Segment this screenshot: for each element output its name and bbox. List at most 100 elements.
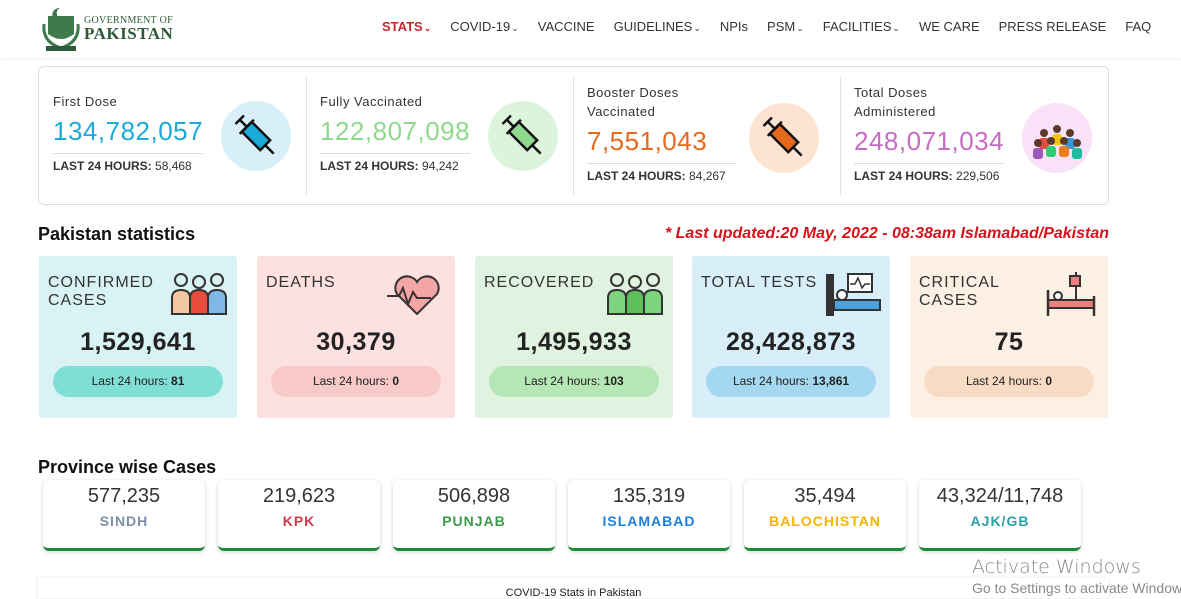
vaccine-label: Total Doses Administered: [854, 85, 936, 119]
last-24: LAST 24 HOURS: 94,242: [320, 159, 459, 173]
last-24-value: 0: [392, 374, 400, 388]
vaccine-label: Fully Vaccinated: [320, 94, 423, 109]
nav-item[interactable]: VACCINE: [538, 19, 595, 34]
divider: [53, 153, 203, 154]
separator: [840, 77, 841, 195]
stat-label: CONFIRMED CASES: [48, 274, 154, 309]
stat-value: 1,529,641: [80, 328, 196, 356]
stat-label: CRITICAL CASES: [919, 274, 1000, 309]
chevron: ⌄: [693, 23, 701, 33]
province-value: 506,898: [437, 485, 511, 507]
province-name: BALOCHISTAN: [769, 513, 881, 529]
stat-icon: [1040, 270, 1100, 320]
chevron: ⌄: [892, 23, 900, 33]
province-card: 43,324/11,748 AJK/GB: [919, 480, 1081, 551]
province-value: 35,494: [794, 485, 856, 507]
nav-label: COVID-19: [450, 19, 511, 34]
last-24-pill: Last 24 hours: 0: [924, 366, 1094, 397]
logo-emblem: [42, 7, 80, 51]
nav-label: FAQ: [1125, 19, 1152, 34]
stat-label: RECOVERED: [484, 274, 595, 291]
last-24-value: 94,242: [422, 159, 459, 173]
last-24: LAST 24 HOURS: 84,267: [587, 169, 726, 183]
watermark: Activate Windows: [972, 556, 1141, 578]
vaccine-value: 122,807,098: [320, 116, 471, 146]
nav-item[interactable]: PSM⌄: [767, 19, 804, 34]
nav-item[interactable]: COVID-19⌄: [450, 19, 519, 34]
last-24-value: 0: [1045, 374, 1053, 388]
header: GOVERNMENT OF PAKISTAN STATS⌄ COVID-19⌄ VA…: [0, 0, 1181, 58]
last-24-pill: Last 24 hours: 0: [271, 366, 441, 397]
last-24-label: Last 24 hours:: [91, 374, 168, 388]
section-title: Pakistan statistics: [38, 224, 196, 244]
nav-item[interactable]: WE CARE: [919, 19, 980, 34]
stat-value: 75: [994, 328, 1024, 356]
chevron: ⌄: [511, 23, 519, 33]
nav-label: NPIs: [719, 19, 749, 34]
nav-item[interactable]: GUIDELINES⌄: [614, 19, 701, 34]
nav-label: PSM: [767, 19, 796, 34]
footer-heading: COVID-19 Stats in Pakistan: [38, 578, 1109, 599]
nav-label: FACILITIES: [822, 19, 892, 34]
separator: [306, 77, 307, 195]
nav-label: STATS: [382, 19, 423, 34]
nav-label: WE CARE: [918, 19, 980, 34]
last-24-label: LAST 24 HOURS:: [854, 169, 953, 183]
stat-value: 28,428,873: [725, 328, 857, 356]
stat-icon: [387, 270, 447, 320]
vaccine-label: First Dose: [53, 94, 118, 109]
last-24-value: 84,267: [689, 169, 726, 183]
province-card: 35,494 BALOCHISTAN: [744, 480, 906, 551]
last-24-value: 229,506: [956, 169, 1000, 183]
province-card: 577,235 SINDH: [43, 480, 205, 551]
logo-text: GOVERNMENT OF: [84, 15, 173, 26]
stat-card: CONFIRMED CASES 1,529,641 Last 24 hours: 8…: [39, 256, 237, 418]
last-24-pill: Last 24 hours: 81: [53, 366, 223, 397]
stat-icon: [169, 270, 229, 320]
last-24-value: 81: [171, 374, 185, 388]
last-24-label: LAST 24 HOURS:: [320, 159, 419, 173]
province-value: 43,324/11,748: [936, 485, 1064, 507]
stat-icon: [822, 270, 882, 320]
vaccination-panel: First Dose 134,782,057 LAST 24 HOURS: 58,4…: [38, 66, 1109, 205]
watermark: Go to Settings to activate Windows.: [972, 580, 1181, 596]
nav-item[interactable]: NPIs: [720, 19, 748, 34]
nav-item[interactable]: STATS⌄: [382, 19, 431, 34]
province-name: SINDH: [99, 513, 149, 529]
stat-label: TOTAL TESTS: [701, 274, 818, 291]
last-24-value: 103: [603, 374, 624, 388]
province-name: AJK/GB: [970, 513, 1030, 529]
last-24-label: Last 24 hours:: [312, 374, 390, 388]
vaccine-stat: Fully Vaccinated 122,807,098 LAST 24 HOURS…: [306, 67, 573, 204]
last-24-label: LAST 24 HOURS:: [53, 159, 152, 173]
last-24-value: 13,861: [812, 374, 850, 388]
vaccine-icon: [221, 101, 291, 171]
vaccine-stat: Booster Doses Vaccinated 7,551,043 LAST 24…: [573, 67, 840, 204]
separator: [573, 77, 574, 195]
vaccine-stat: First Dose 134,782,057 LAST 24 HOURS: 58,4…: [39, 67, 306, 204]
nav-item[interactable]: PRESS RELEASE: [999, 19, 1107, 34]
last-24-value: 58,468: [155, 159, 192, 173]
province-value: 219,623: [262, 485, 336, 507]
stat-icon: [605, 270, 665, 320]
province-card: 135,319 ISLAMABAD: [568, 480, 730, 551]
stat-card: CRITICAL CASES 75 Last 24 hours: 0: [910, 256, 1108, 418]
last-24-label: Last 24 hours:: [732, 374, 809, 388]
nav-item[interactable]: FAQ: [1125, 19, 1151, 34]
last-24-label: Last 24 hours:: [965, 374, 1043, 388]
province-value: 135,319: [612, 485, 686, 507]
stat-card: RECOVERED 1,495,933 Last 24 hours: 103: [475, 256, 673, 418]
chevron: ⌄: [423, 23, 432, 33]
last-updated: * Last updated:20 May, 2022 - 08:38am Is…: [664, 225, 1109, 242]
province-name: PUNJAB: [442, 513, 506, 529]
nav-label: VACCINE: [537, 19, 595, 34]
vaccine-icon: [488, 101, 558, 171]
vaccine-stat: Total Doses Administered 248,071,034 LAST …: [840, 67, 1107, 204]
divider: [587, 163, 737, 164]
nav-item[interactable]: FACILITIES⌄: [823, 19, 900, 34]
vaccine-label: Booster Doses Vaccinated: [587, 85, 679, 119]
stat-value: 30,379: [316, 328, 396, 356]
vaccine-value: 134,782,057: [53, 116, 204, 146]
vaccine-icon: [1022, 103, 1092, 173]
